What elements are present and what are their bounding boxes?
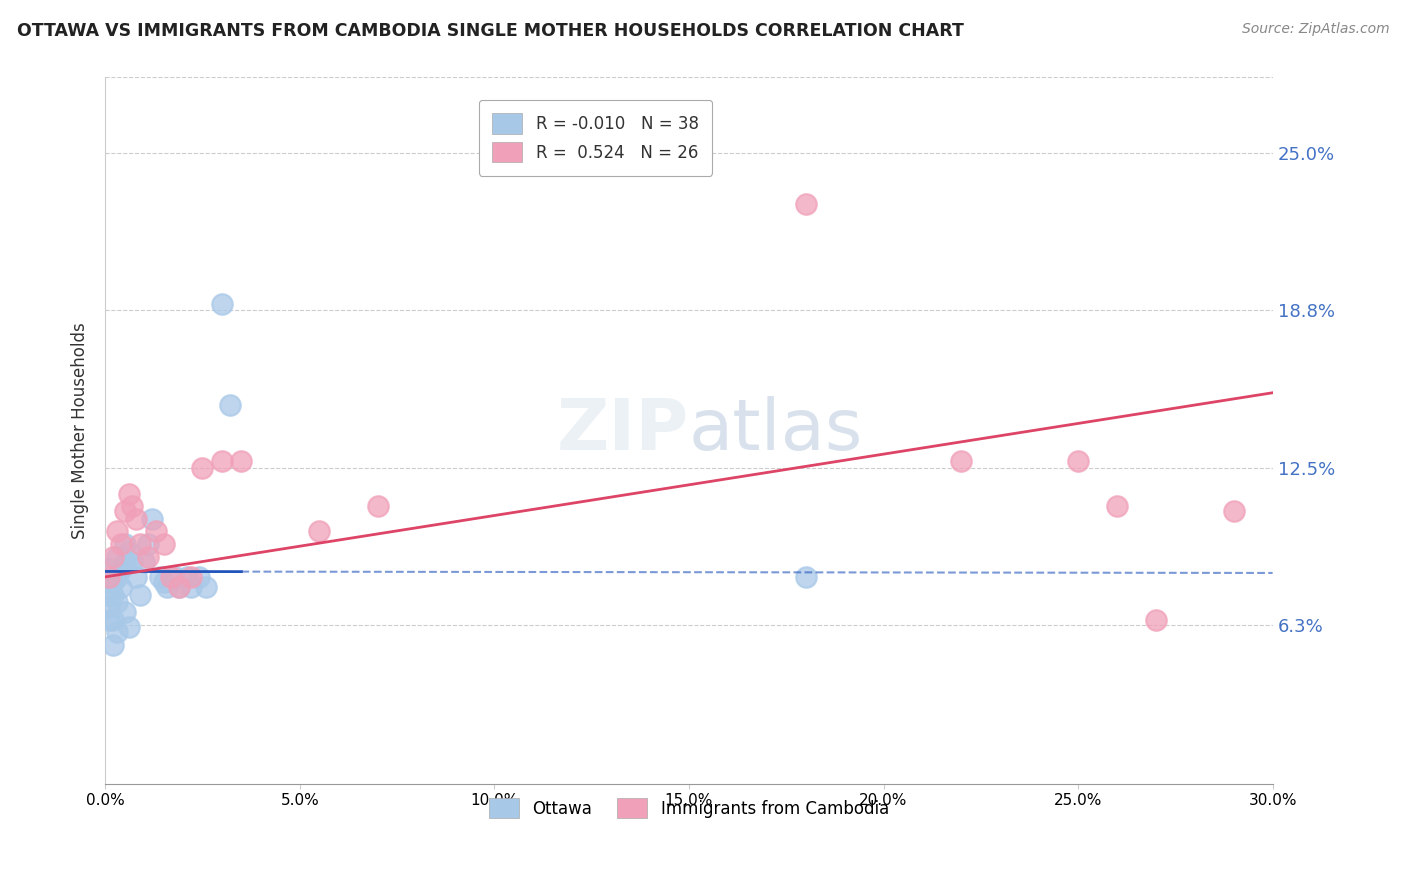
Point — [308, 524, 330, 539]
Point — [117, 620, 139, 634]
Point — [105, 595, 128, 609]
Point — [187, 570, 209, 584]
Point — [98, 574, 121, 589]
Point — [110, 580, 132, 594]
Point — [160, 570, 183, 584]
Point — [101, 613, 124, 627]
Point — [1067, 454, 1090, 468]
Point — [180, 570, 202, 584]
Text: Source: ZipAtlas.com: Source: ZipAtlas.com — [1241, 22, 1389, 37]
Point — [950, 454, 973, 468]
Point — [152, 537, 174, 551]
Point — [105, 625, 128, 640]
Point — [167, 580, 190, 594]
Point — [211, 297, 233, 311]
Point — [110, 562, 132, 576]
Point — [114, 537, 136, 551]
Point — [117, 486, 139, 500]
Point — [794, 196, 817, 211]
Point — [231, 454, 253, 468]
Point — [101, 574, 124, 589]
Point — [105, 570, 128, 584]
Point — [98, 588, 121, 602]
Point — [141, 512, 163, 526]
Point — [1144, 613, 1167, 627]
Point — [110, 537, 132, 551]
Point — [794, 570, 817, 584]
Point — [129, 588, 152, 602]
Point — [101, 588, 124, 602]
Point — [367, 500, 389, 514]
Point — [136, 537, 159, 551]
Point — [145, 524, 167, 539]
Text: atlas: atlas — [689, 396, 863, 465]
Point — [98, 600, 121, 615]
Legend: Ottawa, Immigrants from Cambodia: Ottawa, Immigrants from Cambodia — [482, 791, 896, 825]
Point — [149, 570, 172, 584]
Point — [114, 605, 136, 619]
Point — [195, 580, 218, 594]
Text: ZIP: ZIP — [557, 396, 689, 465]
Point — [191, 461, 214, 475]
Point — [1105, 500, 1128, 514]
Point — [129, 537, 152, 551]
Y-axis label: Single Mother Households: Single Mother Households — [72, 322, 89, 539]
Point — [117, 544, 139, 558]
Point — [121, 555, 143, 569]
Point — [121, 500, 143, 514]
Point — [176, 570, 198, 584]
Point — [101, 638, 124, 652]
Point — [98, 562, 121, 576]
Point — [105, 524, 128, 539]
Point — [114, 504, 136, 518]
Point — [98, 570, 121, 584]
Point — [152, 574, 174, 589]
Point — [105, 549, 128, 564]
Point — [1222, 504, 1244, 518]
Point — [125, 512, 148, 526]
Point — [211, 454, 233, 468]
Point — [101, 549, 124, 564]
Point — [136, 549, 159, 564]
Point — [114, 555, 136, 569]
Point — [167, 580, 190, 594]
Point — [134, 555, 156, 569]
Point — [125, 570, 148, 584]
Text: OTTAWA VS IMMIGRANTS FROM CAMBODIA SINGLE MOTHER HOUSEHOLDS CORRELATION CHART: OTTAWA VS IMMIGRANTS FROM CAMBODIA SINGL… — [17, 22, 963, 40]
Point — [218, 398, 240, 412]
Point — [165, 570, 187, 584]
Point — [156, 580, 179, 594]
Point — [180, 580, 202, 594]
Point — [98, 613, 121, 627]
